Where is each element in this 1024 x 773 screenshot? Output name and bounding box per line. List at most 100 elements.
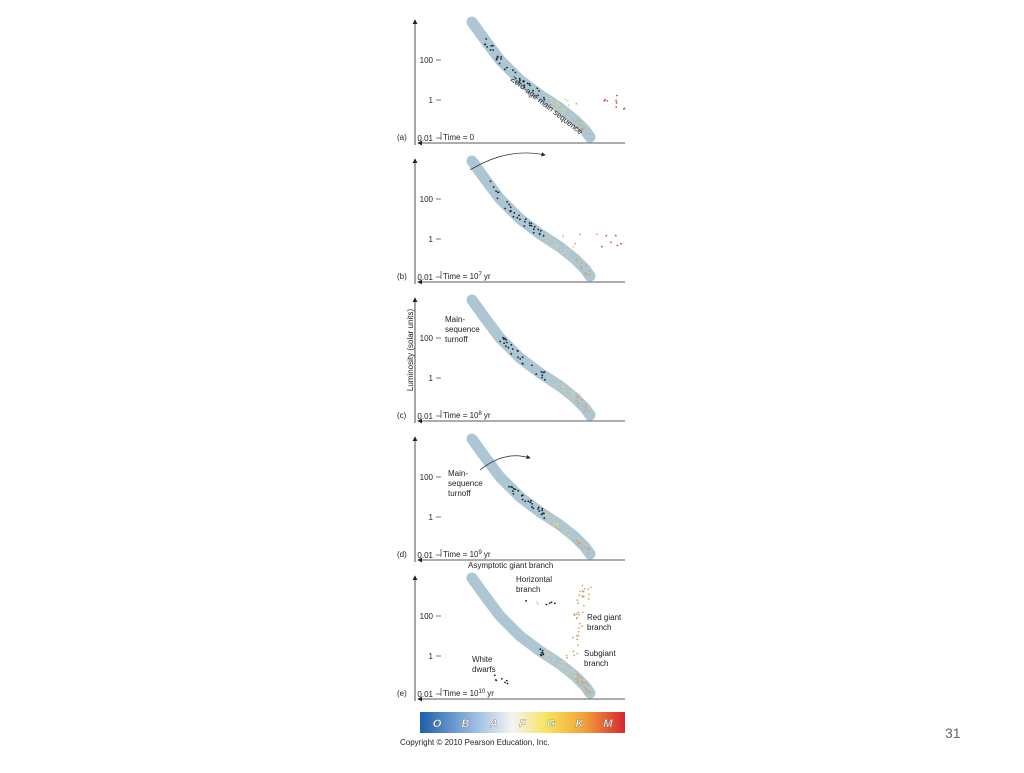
star	[510, 343, 513, 346]
star	[576, 652, 579, 655]
star	[521, 498, 524, 501]
star	[570, 395, 573, 398]
spectral-bar	[420, 712, 625, 733]
star	[506, 682, 509, 685]
star	[540, 651, 543, 654]
star	[528, 224, 531, 227]
star	[517, 489, 520, 492]
star	[520, 494, 523, 497]
star	[566, 256, 568, 259]
star	[537, 94, 539, 97]
star	[556, 521, 559, 524]
star	[508, 485, 510, 488]
star	[585, 682, 588, 684]
exponent: 8	[479, 411, 483, 417]
star	[543, 98, 546, 101]
star	[512, 215, 515, 218]
star	[489, 49, 492, 51]
star	[484, 43, 487, 46]
star	[566, 99, 569, 102]
annotation: branch	[516, 585, 540, 594]
star	[583, 546, 586, 549]
annotation: sequence	[445, 325, 480, 334]
star	[588, 690, 591, 693]
star	[576, 542, 579, 545]
spectral-class: G	[547, 718, 556, 730]
star	[567, 104, 570, 107]
annotation: Asymptotic giant branch	[468, 561, 553, 570]
main-sequence-band	[466, 16, 596, 143]
star	[510, 486, 513, 488]
star	[495, 58, 498, 61]
star	[529, 84, 531, 87]
star	[578, 622, 581, 625]
star	[553, 238, 556, 241]
star	[497, 191, 500, 194]
star	[546, 513, 549, 516]
star	[557, 383, 559, 385]
star	[555, 242, 557, 245]
star	[563, 530, 566, 533]
exponent: 9	[479, 550, 483, 556]
star	[577, 541, 580, 543]
star	[573, 674, 576, 676]
y-tick-label: 100	[420, 473, 434, 482]
star	[492, 44, 494, 47]
annotation: branch	[587, 623, 611, 632]
star	[572, 115, 574, 118]
star	[551, 106, 553, 108]
star	[505, 679, 508, 682]
star	[496, 55, 499, 58]
star	[506, 341, 508, 344]
star	[588, 273, 591, 276]
star	[571, 391, 574, 394]
star	[510, 210, 512, 212]
star	[545, 519, 548, 521]
star	[581, 590, 584, 592]
star	[572, 669, 574, 672]
star	[577, 676, 579, 678]
star	[584, 271, 587, 274]
star	[615, 106, 618, 108]
page-number: 31	[945, 725, 961, 741]
star	[576, 681, 578, 684]
star	[573, 614, 576, 617]
star	[585, 408, 587, 411]
star	[570, 529, 572, 532]
star	[548, 653, 550, 656]
star	[495, 679, 498, 682]
star	[498, 62, 501, 65]
y-tick-label: 100	[420, 612, 434, 621]
star	[576, 599, 579, 602]
star	[511, 348, 514, 350]
star	[526, 82, 529, 85]
star	[541, 376, 543, 379]
star	[541, 509, 544, 512]
star	[532, 231, 535, 234]
star	[551, 662, 553, 665]
y-tick-label: 1	[429, 96, 434, 105]
annotation: branch	[584, 659, 608, 668]
star	[523, 220, 526, 223]
star	[541, 507, 544, 510]
star	[562, 521, 564, 524]
star	[550, 98, 553, 100]
star	[538, 90, 540, 92]
star	[544, 236, 547, 239]
star	[552, 516, 555, 519]
star	[558, 103, 561, 106]
star	[586, 547, 589, 549]
star	[577, 602, 580, 605]
star	[505, 345, 507, 348]
star	[588, 547, 591, 550]
star	[587, 598, 590, 600]
star	[581, 680, 583, 683]
star	[609, 241, 612, 244]
spectral-class: K	[576, 718, 585, 730]
star	[512, 69, 514, 72]
star	[566, 668, 569, 670]
star	[521, 356, 524, 359]
star	[587, 552, 590, 555]
star	[557, 108, 560, 111]
star	[579, 590, 581, 593]
